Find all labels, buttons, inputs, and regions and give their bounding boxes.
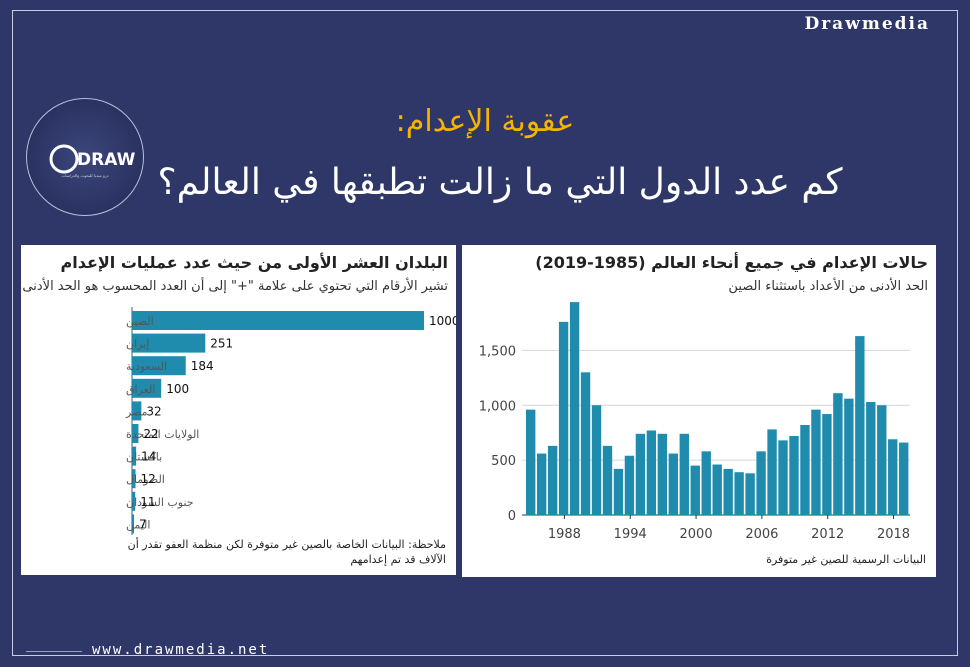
vbar-1986 xyxy=(536,453,547,515)
vbar-xtick-1: 1994 xyxy=(614,527,647,542)
vbar-2011 xyxy=(811,409,821,515)
vbar-xtick-5: 2018 xyxy=(877,527,910,542)
vbar-2005 xyxy=(745,473,755,515)
vbar-1991 xyxy=(591,405,602,515)
vbar-1985 xyxy=(526,409,536,515)
vbar-2017 xyxy=(877,405,887,515)
hbar-value-1: 251 xyxy=(210,337,233,351)
vbar-2002 xyxy=(712,464,722,515)
top-countries-chart: الصين 1000 إيران 251 السعودية 184 العراق 100 مصر… xyxy=(125,307,456,535)
vbar-1999 xyxy=(679,433,689,515)
vbar-2008 xyxy=(778,440,788,515)
page-frame xyxy=(12,10,958,656)
hbar-category-1: إيران xyxy=(126,338,149,351)
hbar-category-4: مصر xyxy=(125,405,148,418)
vbar-2012 xyxy=(822,414,832,515)
vbar-xtick-2: 2000 xyxy=(680,527,713,542)
hbar-value-2: 184 xyxy=(191,359,214,373)
hbar-value-6: 14 xyxy=(141,450,156,464)
hbar-value-9: 7 xyxy=(139,517,147,531)
footer-website: www.drawmedia.net xyxy=(92,642,270,658)
hbar-category-8: جنوب السودان xyxy=(126,496,194,509)
vbar-xtick-0: 1988 xyxy=(548,527,581,542)
vbar-2010 xyxy=(800,425,810,515)
vbar-1988 xyxy=(558,321,569,515)
hbar-2 xyxy=(132,356,186,376)
vbar-2001 xyxy=(701,451,711,515)
vbar-2006 xyxy=(756,451,766,515)
executions-source-note: البيانات الرسمية للصين غير متوفرة xyxy=(766,553,926,566)
hbar-value-3: 100 xyxy=(166,382,189,396)
vbar-1989 xyxy=(569,302,580,515)
vbar-ytick-1: 500 xyxy=(491,454,516,469)
hbar-category-2: السعودية xyxy=(126,360,167,373)
hbar-3 xyxy=(132,378,162,398)
vbar-2000 xyxy=(690,465,700,515)
hbar-7 xyxy=(132,469,136,489)
vbar-ytick-2: 1,000 xyxy=(479,399,516,414)
hbar-0 xyxy=(132,311,424,330)
vbar-2007 xyxy=(767,429,777,515)
vbar-ytick-0: 0 xyxy=(508,509,516,524)
hbar-8 xyxy=(132,491,136,511)
hbar-category-0: الصين xyxy=(126,315,154,328)
top-countries-panel: البلدان العشر الأولى من حيث عدد عمليات ا… xyxy=(21,245,456,575)
vbar-1996 xyxy=(646,430,657,515)
hbar-6 xyxy=(132,446,137,466)
hbar-4 xyxy=(132,401,142,421)
vbar-1992 xyxy=(602,445,613,515)
headline-question: كم عدد الدول التي ما زالت تطبقها في العا… xyxy=(157,162,843,203)
vbar-1995 xyxy=(635,433,646,515)
logo-tagline: درو ميديا للبحوث والدراسات xyxy=(61,173,108,178)
vbar-1993 xyxy=(613,468,624,515)
hbar-category-7: الصومال xyxy=(126,473,165,486)
hbar-category-6: باكستان xyxy=(126,451,162,464)
top-countries-title: البلدان العشر الأولى من حيث عدد عمليات ا… xyxy=(60,253,449,272)
hbar-value-5: 22 xyxy=(143,427,158,441)
vbar-1997 xyxy=(657,433,668,515)
executions-title: حالات الإعدام في جميع أنحاء العالم (1985… xyxy=(535,253,928,272)
vbar-1994 xyxy=(624,455,635,515)
hbar-category-9: اليمن xyxy=(126,518,150,531)
hbar-9 xyxy=(132,514,135,534)
executions-chart: 0 500 1,000 1,500 1988 1994 2000 2006 2012 2018 xyxy=(479,302,910,542)
vbar-2016 xyxy=(866,401,876,515)
vbar-2014 xyxy=(844,398,854,515)
draw-logo: DRAW درو ميديا للبحوث والدراسات xyxy=(26,98,144,216)
draw-logo-icon: DRAW درو ميديا للبحوث والدراسات xyxy=(49,144,136,178)
hbar-category-5: الولايات المتحدة xyxy=(126,428,199,441)
vbar-2003 xyxy=(723,468,733,515)
hbar-value-0: 1000 xyxy=(429,314,456,328)
vbar-xtick-4: 2012 xyxy=(811,527,844,542)
hbar-value-4: 32 xyxy=(146,404,161,418)
vbar-1987 xyxy=(547,445,558,515)
vbar-2009 xyxy=(789,435,799,515)
vbar-2015 xyxy=(855,336,865,515)
headline-title: عقوبة الإعدام: xyxy=(395,104,575,139)
vbar-2013 xyxy=(833,393,843,515)
executions-panel: حالات الإعدام في جميع أنحاء العالم (1985… xyxy=(462,245,936,577)
vbar-ytick-3: 1,500 xyxy=(479,344,516,359)
hbar-category-3: العراق xyxy=(126,383,155,396)
vbar-2004 xyxy=(734,472,744,515)
hbar-value-7: 12 xyxy=(141,472,156,486)
footer-divider xyxy=(26,651,82,652)
hbar-5 xyxy=(132,424,139,443)
logo-word: DRAW xyxy=(77,150,136,170)
vbar-2018 xyxy=(888,439,898,515)
hbar-value-8: 11 xyxy=(140,495,155,509)
vbar-1998 xyxy=(668,453,678,515)
vbar-xtick-3: 2006 xyxy=(745,527,778,542)
vbar-2019 xyxy=(899,442,909,515)
top-countries-subtitle: تشير الأرقام التي تحتوي على علامة "+" إل… xyxy=(22,279,448,294)
brand-name: Drawmedia xyxy=(790,12,944,36)
executions-subtitle: الحد الأدنى من الأعداد باستثناء الصين xyxy=(728,279,928,294)
vbar-1990 xyxy=(580,372,591,515)
hbar-1 xyxy=(132,333,206,353)
china-note: ملاحظة: البيانات الخاصة بالصين غير متوفر… xyxy=(127,538,446,566)
